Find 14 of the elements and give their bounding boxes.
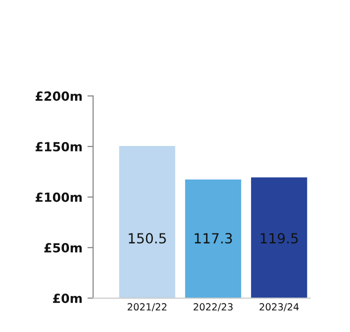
y-tick-label: £100m xyxy=(36,192,82,202)
data-label: 119.5 xyxy=(260,233,298,244)
bar xyxy=(119,146,176,298)
bar xyxy=(185,180,242,298)
x-tick-label: 2022/23 xyxy=(194,303,233,312)
bar xyxy=(251,177,308,298)
y-tick-label: £0m xyxy=(53,294,82,304)
y-tick-label: £150m xyxy=(36,142,82,152)
x-tick-label: 2023/24 xyxy=(260,303,299,312)
data-label: 117.3 xyxy=(194,233,232,244)
y-tick-label: £200m xyxy=(36,91,82,101)
y-tick-label: £50m xyxy=(44,243,82,253)
data-label: 150.5 xyxy=(128,233,166,244)
x-tick-label: 2021/22 xyxy=(128,303,166,312)
